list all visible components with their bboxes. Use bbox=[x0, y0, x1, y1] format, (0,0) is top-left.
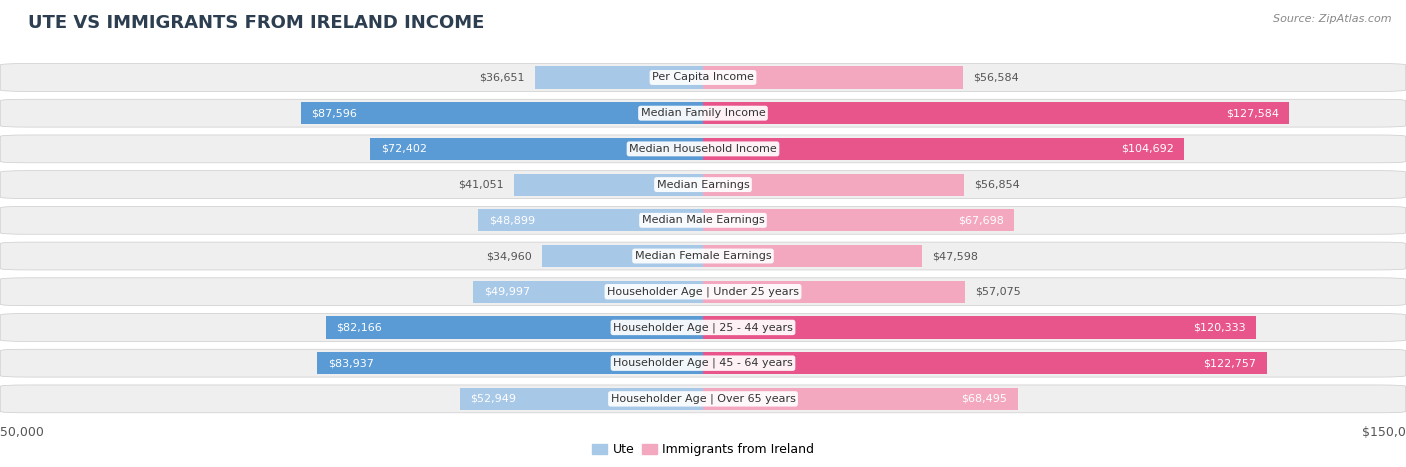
Bar bbox=[703, 352, 1267, 374]
Text: Median Family Income: Median Family Income bbox=[641, 108, 765, 118]
Text: $47,598: $47,598 bbox=[932, 251, 979, 261]
Text: $34,960: $34,960 bbox=[486, 251, 531, 261]
FancyBboxPatch shape bbox=[0, 313, 1406, 341]
Text: $41,051: $41,051 bbox=[458, 180, 505, 190]
Text: $87,596: $87,596 bbox=[311, 108, 357, 118]
Bar bbox=[478, 209, 703, 231]
FancyBboxPatch shape bbox=[0, 64, 1406, 92]
Text: $72,402: $72,402 bbox=[381, 144, 427, 154]
Text: Per Capita Income: Per Capita Income bbox=[652, 72, 754, 83]
Text: Median Earnings: Median Earnings bbox=[657, 180, 749, 190]
FancyBboxPatch shape bbox=[0, 278, 1406, 306]
Text: $127,584: $127,584 bbox=[1226, 108, 1278, 118]
Bar bbox=[703, 316, 1256, 339]
Bar bbox=[703, 281, 965, 303]
Bar bbox=[370, 138, 703, 160]
FancyBboxPatch shape bbox=[0, 349, 1406, 377]
Bar bbox=[460, 388, 703, 410]
Bar bbox=[703, 138, 1184, 160]
Text: $68,495: $68,495 bbox=[962, 394, 1007, 404]
Text: $122,757: $122,757 bbox=[1204, 358, 1257, 368]
FancyBboxPatch shape bbox=[0, 385, 1406, 413]
Bar bbox=[703, 174, 965, 196]
Bar bbox=[326, 316, 703, 339]
Bar bbox=[515, 174, 703, 196]
FancyBboxPatch shape bbox=[0, 135, 1406, 163]
Bar bbox=[301, 102, 703, 124]
Text: $49,997: $49,997 bbox=[484, 287, 530, 297]
Text: $82,166: $82,166 bbox=[336, 322, 381, 333]
Text: $48,899: $48,899 bbox=[489, 215, 534, 225]
Text: Householder Age | Under 25 years: Householder Age | Under 25 years bbox=[607, 286, 799, 297]
Text: $67,698: $67,698 bbox=[957, 215, 1004, 225]
Text: $120,333: $120,333 bbox=[1192, 322, 1246, 333]
Text: $56,584: $56,584 bbox=[973, 72, 1019, 83]
Bar bbox=[318, 352, 703, 374]
Text: $56,854: $56,854 bbox=[974, 180, 1021, 190]
Text: UTE VS IMMIGRANTS FROM IRELAND INCOME: UTE VS IMMIGRANTS FROM IRELAND INCOME bbox=[28, 14, 485, 32]
Bar bbox=[703, 102, 1289, 124]
Bar bbox=[703, 388, 1018, 410]
Text: Householder Age | 45 - 64 years: Householder Age | 45 - 64 years bbox=[613, 358, 793, 368]
FancyBboxPatch shape bbox=[0, 170, 1406, 198]
Bar bbox=[703, 209, 1014, 231]
Text: Median Household Income: Median Household Income bbox=[628, 144, 778, 154]
Text: Householder Age | 25 - 44 years: Householder Age | 25 - 44 years bbox=[613, 322, 793, 333]
Text: Householder Age | Over 65 years: Householder Age | Over 65 years bbox=[610, 394, 796, 404]
FancyBboxPatch shape bbox=[0, 242, 1406, 270]
Text: $36,651: $36,651 bbox=[479, 72, 524, 83]
Text: Source: ZipAtlas.com: Source: ZipAtlas.com bbox=[1274, 14, 1392, 24]
FancyBboxPatch shape bbox=[0, 99, 1406, 127]
Text: $57,075: $57,075 bbox=[976, 287, 1021, 297]
Text: Median Female Earnings: Median Female Earnings bbox=[634, 251, 772, 261]
Bar bbox=[474, 281, 703, 303]
FancyBboxPatch shape bbox=[0, 206, 1406, 234]
Bar bbox=[703, 66, 963, 89]
Text: $104,692: $104,692 bbox=[1121, 144, 1174, 154]
Text: Median Male Earnings: Median Male Earnings bbox=[641, 215, 765, 225]
Bar bbox=[534, 66, 703, 89]
Legend: Ute, Immigrants from Ireland: Ute, Immigrants from Ireland bbox=[588, 439, 818, 461]
Text: $83,937: $83,937 bbox=[328, 358, 374, 368]
Bar bbox=[543, 245, 703, 267]
Bar bbox=[703, 245, 921, 267]
Text: $52,949: $52,949 bbox=[470, 394, 516, 404]
